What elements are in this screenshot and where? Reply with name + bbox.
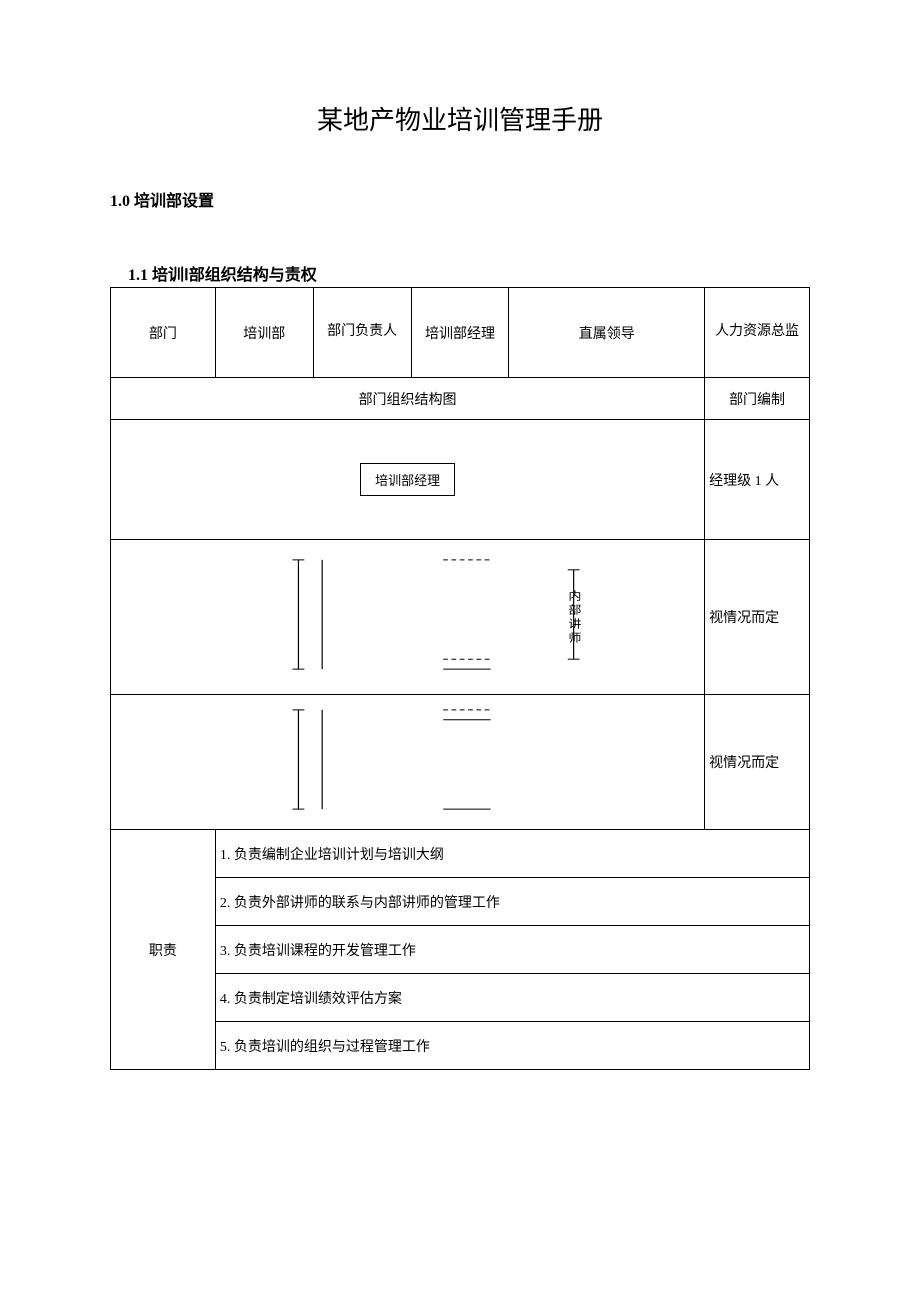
org-staffing-label: 部门编制	[705, 378, 810, 420]
duty-item-1: 1. 负责编制企业培训计划与培训大纲	[215, 830, 809, 878]
svg-text:师: 师	[568, 631, 581, 644]
org-staffing-1: 经理级 1 人	[705, 420, 810, 540]
lecturer-svg-1: 内 部 讲 师	[111, 540, 704, 689]
lecturer-chart-2	[111, 695, 705, 830]
org-label-row: 部门组织结构图 部门编制	[111, 378, 810, 420]
hdr-leader: 部门负责人	[313, 288, 411, 378]
svg-text:讲: 讲	[568, 617, 581, 631]
lecturer-node-text: 内	[568, 590, 581, 603]
lecturer-svg-2	[111, 695, 704, 824]
org-staffing-2: 视情况而定	[705, 540, 810, 695]
duty-item-2: 2. 负责外部讲师的联系与内部讲师的管理工作	[215, 878, 809, 926]
org-chart-row: 培训部经理 经理级 1 人	[111, 420, 810, 540]
duty-item-3: 3. 负责培训课程的开发管理工作	[215, 926, 809, 974]
duty-item-5: 5. 负责培训的组织与过程管理工作	[215, 1022, 809, 1070]
lecturer-row-2: 视情况而定	[111, 695, 810, 830]
table-header-row: 部门 培训部 部门负责人 培训部经理 直属领导 人力资源总监	[111, 288, 810, 378]
duty-row-5: 5. 负责培训的组织与过程管理工作	[111, 1022, 810, 1070]
document-title: 某地产物业培训管理手册	[110, 100, 810, 137]
org-staffing-3: 视情况而定	[705, 695, 810, 830]
hdr-dept: 部门	[111, 288, 216, 378]
duty-row-3: 3. 负责培训课程的开发管理工作	[111, 926, 810, 974]
hdr-leader-val: 培训部经理	[411, 288, 509, 378]
duty-item-4: 4. 负责制定培训绩效评估方案	[215, 974, 809, 1022]
hdr-superior-val: 人力资源总监	[705, 288, 810, 378]
section-1-heading: 1.0 培训部设置	[110, 187, 810, 211]
duty-row-4: 4. 负责制定培训绩效评估方案	[111, 974, 810, 1022]
svg-text:部: 部	[568, 603, 581, 617]
section-1-1-heading: 1.1 培训Ⅰ部组织结构与责权	[128, 261, 810, 285]
duty-row-2: 2. 负责外部讲师的联系与内部讲师的管理工作	[111, 878, 810, 926]
hdr-superior: 直属领导	[509, 288, 705, 378]
org-chart-label: 部门组织结构图	[111, 378, 705, 420]
org-manager-box: 培训部经理	[360, 463, 455, 496]
lecturer-row-1: 内 部 讲 师 视情况而定	[111, 540, 810, 695]
duty-row-1: 职责 1. 负责编制企业培训计划与培训大纲	[111, 830, 810, 878]
duty-label: 职责	[111, 830, 216, 1070]
lecturer-chart-1: 内 部 讲 师	[111, 540, 705, 695]
org-chart-cell: 培训部经理	[111, 420, 705, 540]
hdr-dept-val: 培训部	[215, 288, 313, 378]
org-table: 部门 培训部 部门负责人 培训部经理 直属领导 人力资源总监 部门组织结构图 部…	[110, 287, 810, 1070]
